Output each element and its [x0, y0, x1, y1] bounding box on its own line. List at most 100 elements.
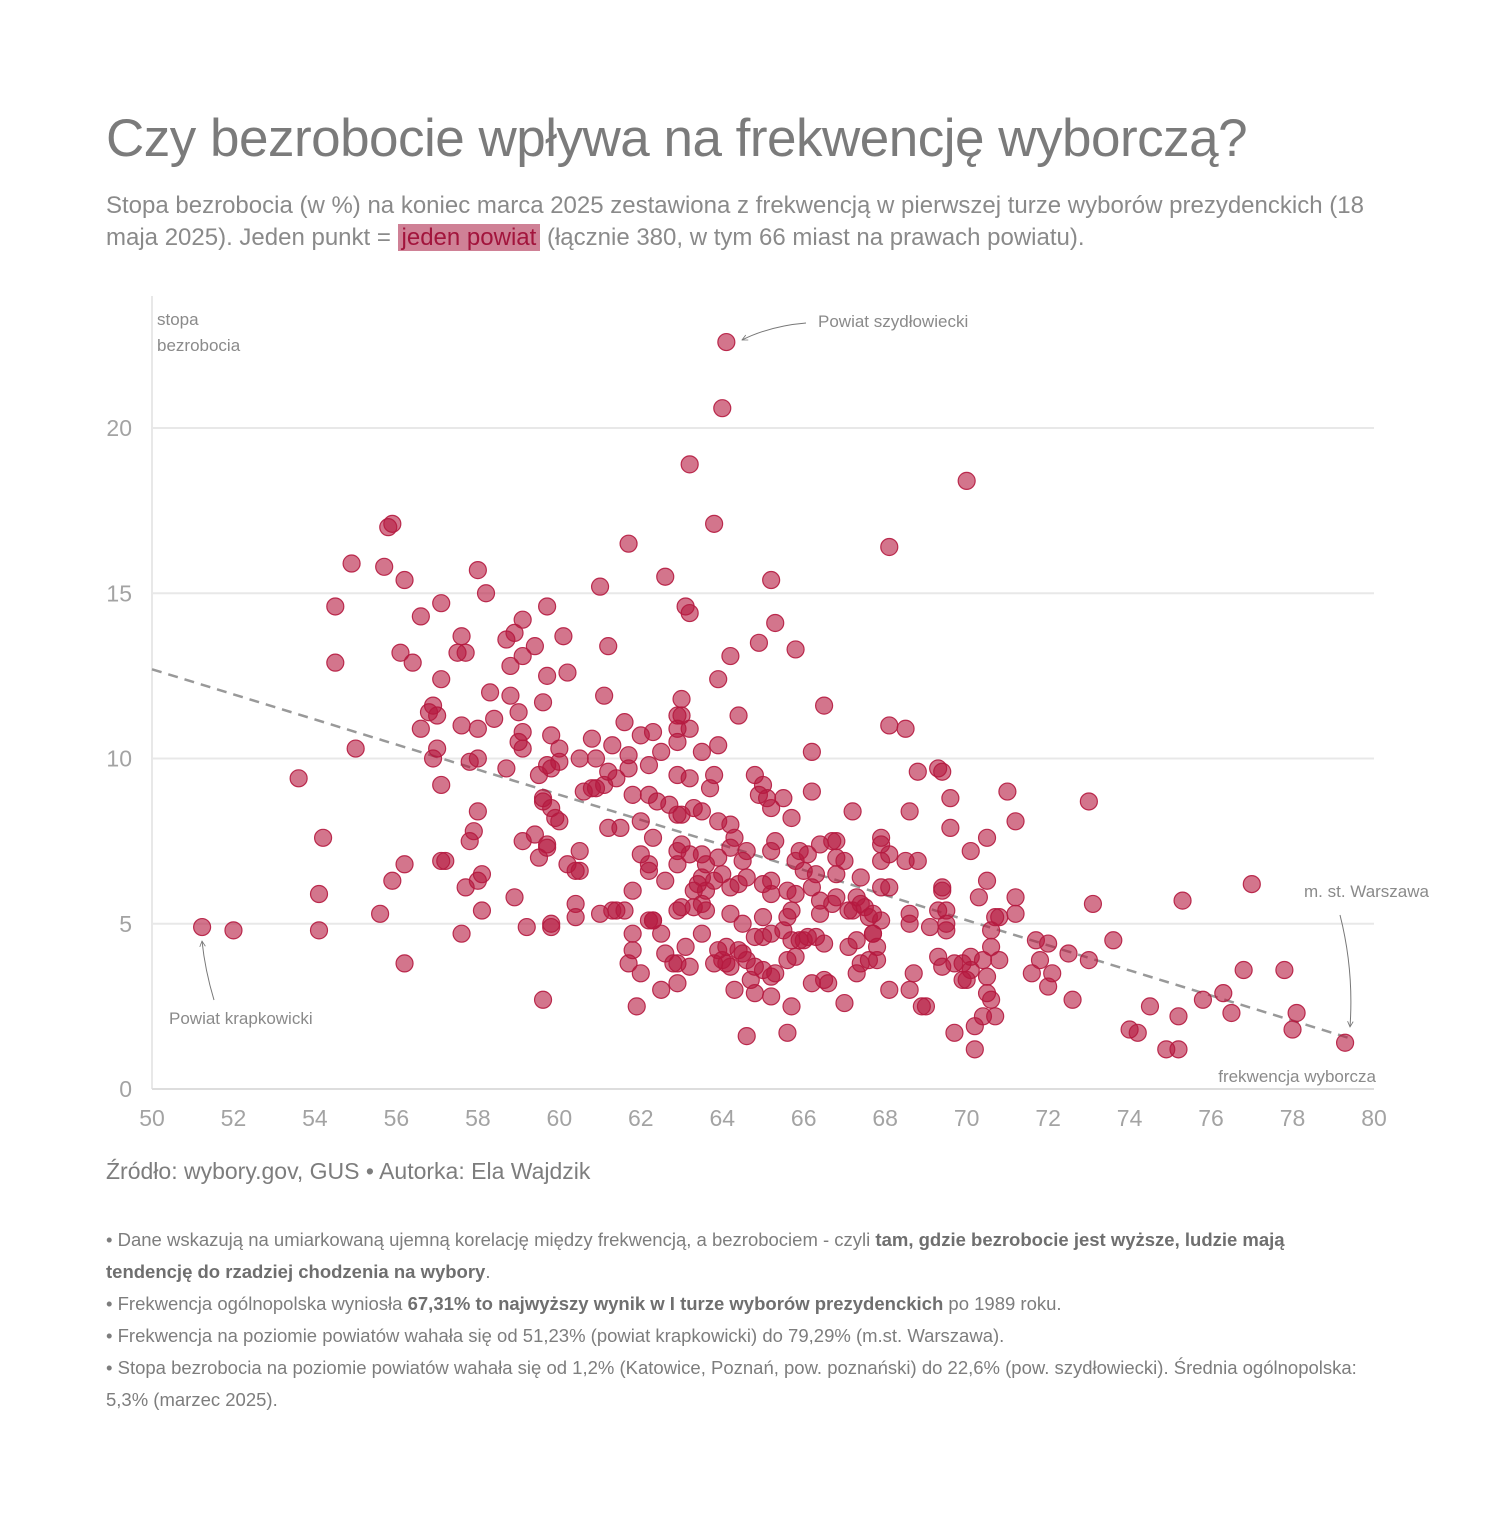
- data-point: [937, 921, 956, 940]
- data-point: [680, 455, 699, 474]
- data-point: [762, 884, 781, 904]
- data-point: [590, 577, 610, 596]
- x-tick-label: 64: [709, 1105, 735, 1131]
- data-point: [672, 689, 691, 709]
- data-point: [611, 818, 630, 838]
- data-point: [480, 683, 500, 702]
- data-point: [533, 990, 553, 1009]
- data-point: [798, 845, 817, 864]
- data-point: [619, 534, 638, 553]
- data-point: [900, 980, 919, 999]
- data-point: [733, 914, 752, 933]
- data-point: [468, 802, 487, 821]
- data-point: [729, 706, 748, 725]
- data-point: [538, 666, 557, 685]
- data-point: [965, 1040, 984, 1059]
- data-point: [945, 1023, 964, 1042]
- data-point: [1006, 904, 1025, 923]
- data-point: [814, 934, 834, 953]
- data-point: [631, 964, 650, 983]
- x-tick-label: 62: [628, 1105, 654, 1131]
- data-point: [986, 1007, 1005, 1026]
- x-tick-label: 66: [791, 1105, 817, 1131]
- data-point: [933, 762, 952, 781]
- note-item: • Stopa bezrobocia na poziomie powiatów …: [106, 1352, 1366, 1416]
- data-point: [749, 633, 769, 652]
- x-axis-ticks: 50 52 54 56 58 60 62 64 66 68 70 72 74 76 78 80: [139, 1105, 1387, 1131]
- data-point: [782, 901, 801, 920]
- x-tick-label: 80: [1361, 1105, 1387, 1131]
- x-tick-label: 58: [465, 1105, 491, 1131]
- data-points: [193, 332, 1355, 1059]
- data-point: [1104, 931, 1123, 950]
- axes: [151, 296, 1374, 1090]
- data-point: [680, 603, 699, 623]
- data-point: [566, 908, 585, 927]
- note-bold: tam, gdzie bezrobocie jest wyższe, ludzi…: [106, 1229, 1285, 1282]
- data-point: [432, 594, 451, 613]
- data-point: [721, 646, 740, 666]
- data-point: [371, 904, 390, 923]
- data-point: [631, 812, 650, 831]
- data-point: [485, 709, 504, 728]
- data-point: [847, 931, 866, 950]
- data-point: [326, 597, 345, 616]
- x-tick-label: 78: [1280, 1105, 1306, 1131]
- data-point: [1079, 792, 1098, 811]
- notes-list: • Dane wskazują na umiarkowaną ujemną ko…: [106, 1224, 1366, 1416]
- data-point: [709, 736, 728, 755]
- data-point: [643, 828, 663, 847]
- data-point: [1030, 951, 1050, 970]
- data-point: [383, 514, 402, 533]
- data-point: [802, 782, 821, 801]
- annotation-krapkowicki-label: Powiat krapkowicki: [169, 1009, 313, 1028]
- data-point: [957, 471, 976, 490]
- data-point: [814, 696, 834, 715]
- data-point: [933, 881, 952, 900]
- data-point: [908, 851, 927, 871]
- data-point: [941, 789, 960, 808]
- data-point: [1006, 888, 1025, 907]
- x-tick-label: 60: [547, 1105, 573, 1131]
- data-point: [778, 1023, 797, 1042]
- data-point: [411, 719, 430, 738]
- data-point: [558, 663, 577, 682]
- data-point: [786, 640, 805, 659]
- subtitle-text: Stopa bezrobocia (w %) na koniec marca 2…: [106, 192, 1364, 251]
- x-axis-label: frekwencja wyborcza: [1218, 1067, 1376, 1086]
- data-point: [680, 769, 699, 788]
- data-point: [1214, 984, 1233, 1003]
- data-point: [766, 613, 785, 633]
- note-item: • Dane wskazują na umiarkowaną ujemną ko…: [106, 1224, 1366, 1288]
- data-point: [623, 924, 642, 943]
- data-point: [395, 855, 414, 874]
- data-point: [668, 805, 687, 824]
- data-point: [326, 653, 345, 672]
- data-point: [550, 812, 569, 831]
- data-point: [717, 332, 736, 352]
- data-point: [827, 888, 846, 907]
- data-point: [468, 561, 487, 580]
- data-point: [656, 871, 675, 890]
- data-point: [668, 855, 687, 874]
- data-point: [782, 808, 801, 828]
- data-point: [977, 871, 997, 890]
- annotation-szydlowiecki-arrow: [742, 322, 807, 341]
- data-point: [982, 937, 1001, 956]
- data-point: [643, 911, 663, 930]
- data-point: [403, 653, 422, 672]
- data-point: [313, 828, 333, 847]
- data-point: [745, 984, 764, 1003]
- data-point: [733, 851, 752, 871]
- x-tick-label: 50: [139, 1105, 165, 1131]
- data-point: [766, 964, 785, 983]
- data-point: [525, 825, 544, 844]
- data-point: [452, 627, 471, 646]
- data-point: [802, 878, 821, 897]
- data-point: [1242, 874, 1261, 894]
- data-point: [432, 670, 451, 689]
- data-point: [582, 729, 602, 748]
- data-point: [652, 980, 671, 999]
- data-point: [819, 974, 838, 993]
- scatter-chart: 0 5 10 15 20 50 52 54 56 58 60 62 64 66 68 70 72 74 76 78 8…: [106, 296, 1430, 1131]
